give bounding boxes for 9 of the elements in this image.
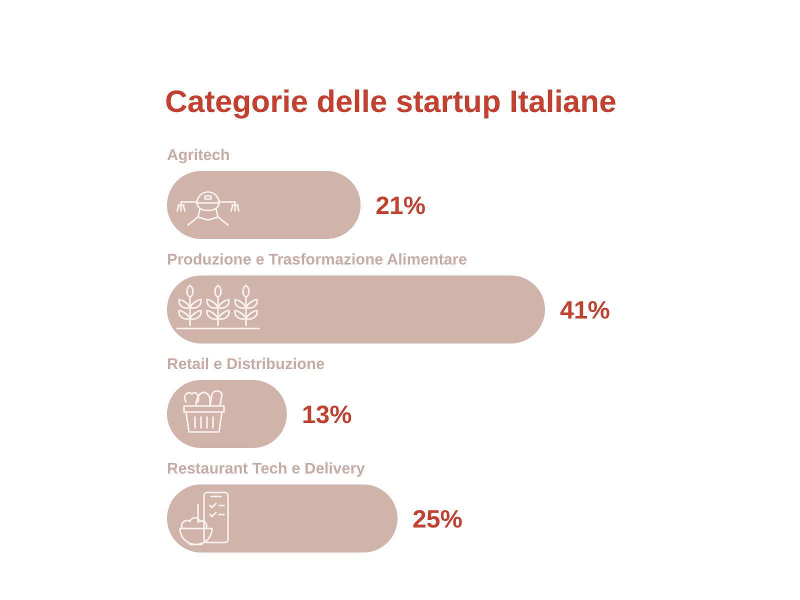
data-label: 21%	[376, 192, 426, 220]
data-label: 13%	[302, 401, 352, 429]
data-label: 41%	[560, 296, 610, 324]
y-tick-label: Restaurant Tech e Delivery	[167, 460, 366, 478]
y-tick-label: Agritech	[167, 147, 230, 164]
data-label: 25%	[412, 506, 463, 534]
y-tick-label: Retail e Distribuzione	[167, 356, 325, 373]
y-tick-label: Produzione e Trasformazione Alimentare	[167, 252, 468, 268]
chart-title: Categorie delle startup Italiane	[165, 84, 616, 119]
